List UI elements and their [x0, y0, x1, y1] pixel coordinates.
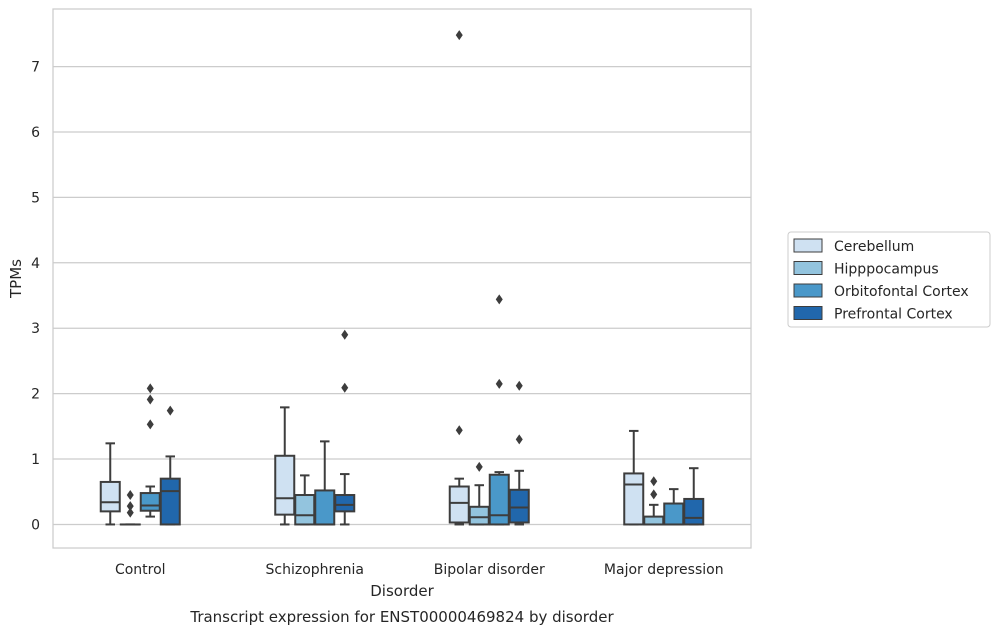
outlier-point: [126, 490, 134, 501]
x-tick-label: Control: [115, 562, 166, 578]
outlier-point: [455, 425, 463, 436]
box: [508, 488, 530, 524]
box-plot: [294, 474, 316, 526]
box-plot: [643, 476, 665, 526]
box-plot: [99, 442, 121, 526]
box: [99, 480, 121, 513]
outlier-point: [650, 476, 658, 487]
legend-label: Cerebellum: [834, 239, 914, 255]
outlier-point: [341, 329, 349, 340]
box: [488, 473, 510, 526]
y-tick-label: 5: [31, 190, 40, 206]
outlier-point: [126, 501, 134, 512]
legend-swatch: [793, 238, 823, 253]
legend: Cerebellum Hipppocampus Orbitofontal Corte…: [787, 231, 991, 328]
box: [623, 472, 645, 526]
box-plot: [623, 429, 645, 526]
y-tick-label: 7: [31, 60, 40, 76]
x-tick-label: Major depression: [604, 562, 724, 578]
outlier-point: [166, 405, 174, 416]
y-tick-label: 6: [31, 125, 40, 141]
x-axis-label: Disorder: [370, 582, 434, 600]
grid-layer: [53, 65, 751, 526]
outlier-point: [495, 294, 503, 305]
box: [643, 515, 665, 526]
y-axis-label: TPMs: [7, 259, 25, 299]
legend-swatch: [793, 283, 823, 298]
outlier-point: [146, 394, 154, 405]
box-plot: [448, 30, 470, 526]
legend-label: Hipppocampus: [834, 262, 939, 278]
box: [159, 477, 181, 526]
plot-frame: [52, 8, 752, 549]
x-tick-label: Bipolar disorder: [434, 562, 545, 578]
y-ticks: 0 1 2 3 4 5 6 7: [31, 60, 40, 534]
box: [448, 485, 470, 524]
x-ticks: Control Schizophrenia Bipolar disorder Majo…: [115, 562, 724, 578]
legend-label: Prefrontal Cortex: [834, 307, 953, 323]
outlier-point: [126, 507, 134, 518]
x-tick-label: Schizophrenia: [266, 562, 364, 578]
outlier-point: [495, 378, 503, 389]
legend-frame: [787, 231, 991, 328]
box-plot: [488, 294, 510, 526]
outlier-point: [515, 434, 523, 445]
outlier-point: [146, 383, 154, 394]
box-plot: [663, 488, 685, 526]
box: [294, 494, 316, 526]
y-tick-label: 4: [31, 256, 40, 272]
chart-caption: Transcript expression for ENST0000046982…: [189, 608, 614, 626]
box: [314, 489, 336, 526]
box-plot: [508, 380, 530, 526]
box-plot: [468, 461, 490, 526]
box: [334, 494, 356, 513]
outlier-point: [515, 380, 523, 391]
box: [274, 454, 296, 516]
legend-label: Orbitofontal Cortex: [834, 284, 969, 300]
y-tick-label: 0: [31, 517, 40, 533]
box: [139, 492, 161, 512]
box-plot: [119, 490, 141, 526]
box-plot: [683, 467, 705, 526]
outlier-point: [650, 489, 658, 500]
box-plot: [334, 329, 356, 526]
legend-swatch: [793, 261, 823, 275]
box-plot: [159, 405, 181, 526]
y-tick-label: 2: [31, 387, 40, 403]
box: [663, 502, 685, 526]
box: [683, 497, 705, 526]
outlier-point: [475, 461, 483, 472]
box-plot: [274, 406, 296, 526]
y-tick-label: 1: [31, 452, 40, 468]
outlier-point: [455, 30, 463, 41]
outlier-point: [146, 419, 154, 430]
box-layer: [99, 30, 705, 526]
outlier-point: [341, 382, 349, 393]
y-tick-label: 3: [31, 321, 40, 337]
box: [468, 505, 490, 526]
box-plot: [314, 440, 336, 526]
box-plot: [139, 383, 161, 518]
legend-swatch: [793, 306, 823, 320]
